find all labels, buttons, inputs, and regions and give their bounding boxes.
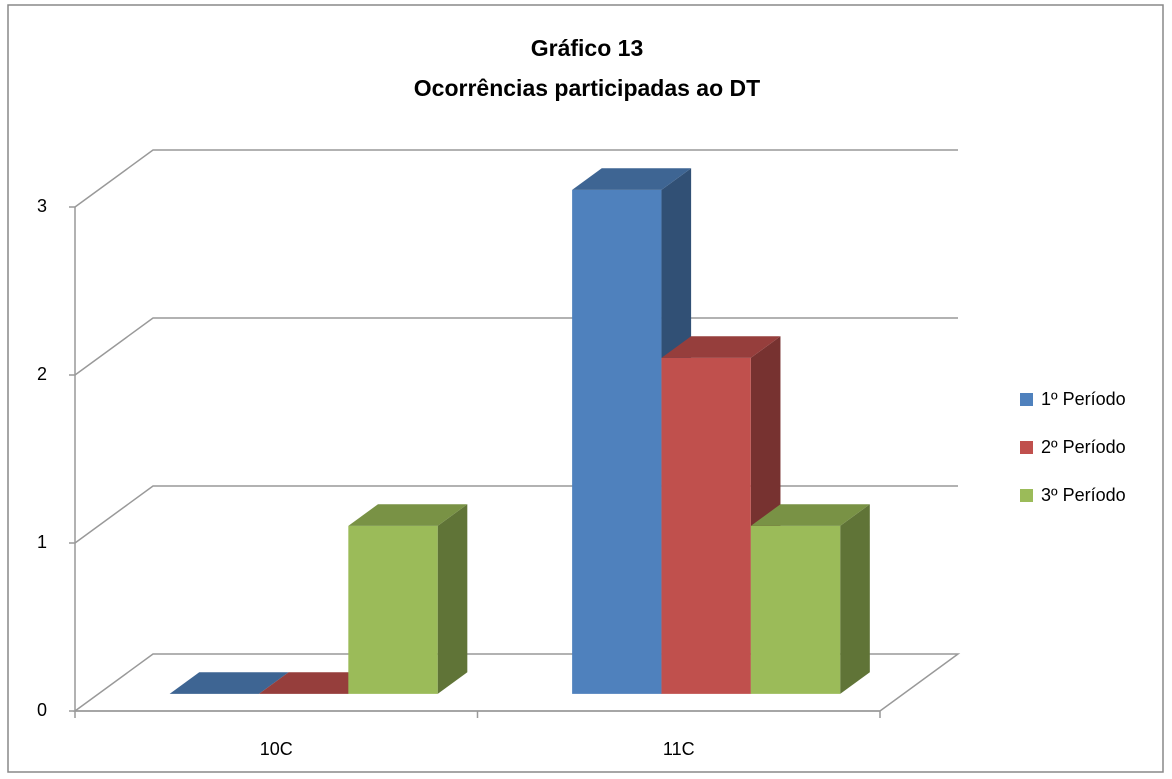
chart-subtitle: Ocorrências participadas ao DT xyxy=(414,75,760,101)
bar-side xyxy=(437,504,468,694)
y-tick-label: 2 xyxy=(37,364,47,384)
legend-swatch xyxy=(1020,441,1033,454)
chart-title: Gráfico 13 xyxy=(531,35,644,61)
bar-top xyxy=(348,504,468,526)
bar-top xyxy=(661,336,781,358)
grid-line xyxy=(74,149,958,208)
bar-top xyxy=(750,504,870,526)
legend-label: 2º Período xyxy=(1041,437,1126,457)
bar xyxy=(258,672,378,694)
x-tick-label: 10C xyxy=(260,739,293,759)
bar xyxy=(750,504,870,694)
bar-top xyxy=(258,672,378,694)
legend-swatch xyxy=(1020,489,1033,502)
y-tick-label: 1 xyxy=(37,532,47,552)
bar-front xyxy=(661,357,751,694)
bar-top xyxy=(572,168,692,190)
bar-front xyxy=(348,525,438,694)
bar xyxy=(169,672,289,694)
bar-front xyxy=(750,525,841,694)
bar xyxy=(348,504,468,694)
legend-label: 1º Período xyxy=(1041,389,1126,409)
bar-top xyxy=(169,672,289,694)
x-tick-label: 11C xyxy=(663,739,695,759)
bar-side xyxy=(840,504,870,694)
legend-label: 3º Período xyxy=(1041,485,1126,505)
legend-swatch xyxy=(1020,393,1033,406)
y-tick-label: 3 xyxy=(37,196,47,216)
y-tick-label: 0 xyxy=(37,700,47,720)
bar-front xyxy=(572,189,662,694)
